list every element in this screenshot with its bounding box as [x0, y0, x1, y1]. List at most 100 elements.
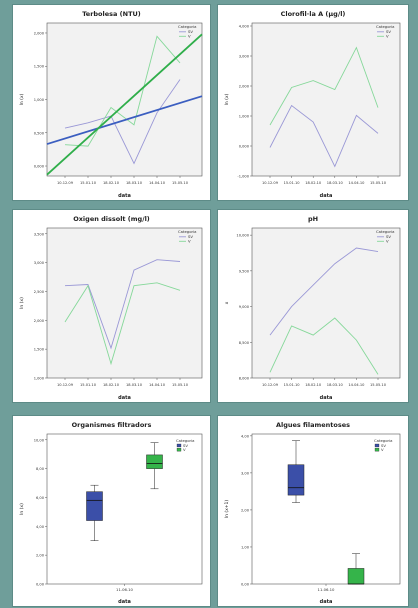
plot-area: [46, 433, 203, 585]
y-tick-label: 10,00: [34, 438, 45, 442]
y-tick-label: 6,00: [36, 496, 45, 500]
legend-entry-sv: SV: [183, 443, 188, 448]
x-tick-label: 15.01.10: [284, 383, 301, 387]
y-axis-label: ln (x): [224, 93, 230, 105]
x-axis-label: data: [118, 599, 131, 605]
y-tick-label: 1,00: [241, 545, 250, 549]
series-line-sv: [64, 259, 181, 350]
y-tick-label: 3,00: [241, 471, 250, 475]
x-tick-label: 15.01.10: [284, 181, 301, 185]
x-axis-label: data: [118, 193, 131, 199]
chart-title: Terbolesa (NTU): [82, 10, 141, 18]
x-axis-label: data: [320, 395, 333, 401]
legend-entry-v: V: [188, 239, 191, 244]
y-axis-label: ln (x): [19, 297, 25, 309]
series-line-v: [64, 35, 181, 147]
x-tick-label: 14.04.10: [149, 383, 166, 387]
chart-title: pH: [308, 215, 318, 223]
series-line-v: [269, 46, 379, 126]
x-tick-label: 18.02.10: [103, 181, 120, 185]
y-tick-label: -1,000: [237, 175, 249, 179]
x-tick-label: 15.05.10: [370, 383, 387, 387]
x-tick-label: 10.12.09: [57, 383, 74, 387]
plot-area: [251, 433, 401, 585]
x-tick-label: 18.02.10: [103, 383, 120, 387]
legend-swatch-v: [374, 448, 380, 452]
y-axis-label: ln (x): [19, 503, 25, 515]
chart-title: Algues filamentoses: [276, 421, 350, 429]
legend-title: Categoria: [376, 229, 394, 234]
y-tick-label: 1,500: [34, 65, 45, 69]
legend-title: Categoria: [178, 229, 196, 234]
y-tick-label: 3,500: [34, 232, 45, 236]
x-tick-label: 14.04.10: [348, 181, 365, 185]
legend-title: Categoria: [176, 438, 194, 443]
x-tick-label: 18.02.10: [305, 383, 322, 387]
chart-panel-oxigen: Oxigen dissolt (mg/l) 1,000 1,500 2,000 2,50…: [13, 210, 210, 402]
chart-svg: Terbolesa (NTU) 0,000 0,500 1,000 1,500 2,000…: [19, 10, 203, 199]
x-tick-label: 10.12.09: [262, 383, 279, 387]
legend-entry-v: V: [381, 447, 384, 452]
y-tick-label: 0,000: [34, 165, 45, 169]
y-tick-label: 8,000: [239, 377, 250, 381]
x-axis-label: data: [320, 599, 333, 605]
chart-svg: Algues filamentoses 0,00 1,00 2,00 3,00 4,00 l…: [224, 421, 401, 605]
x-tick-label: 18.03.10: [327, 383, 344, 387]
x-tick-label: 15.05.10: [172, 181, 189, 185]
legend-swatch-sv: [176, 443, 182, 448]
box-sv: [86, 491, 103, 521]
y-axis-label: x: [225, 301, 230, 304]
series-line-sv: [64, 79, 181, 165]
x-tick-label: 15.05.10: [172, 383, 189, 387]
chart-panel-clorofilla: Clorofil·la A (µg/l) -1,000 0,000 1,000 2,00…: [218, 5, 408, 200]
chart-panel-ph: pH 8,000 8,500 9,000 9,500 10,000 x data 10.12.0…: [218, 210, 408, 402]
y-tick-label: 2,000: [34, 31, 45, 35]
chart-title: Oxigen dissolt (mg/l): [73, 215, 150, 223]
chart-panel-organismes: Organismes filtradors 0,00 2,00 4,00 6,00 8,0…: [13, 416, 210, 606]
box-v: [146, 454, 163, 469]
y-tick-label: 9,000: [239, 305, 250, 309]
y-tick-label: 1,500: [34, 348, 45, 352]
legend-entry-sv: SV: [386, 29, 391, 34]
x-tick-label: 10.12.09: [57, 181, 74, 185]
x-tick-label: 18.03.10: [126, 181, 143, 185]
y-tick-label: 0,00: [241, 583, 250, 587]
plot-area: [251, 22, 401, 177]
chart-panel-algues: Algues filamentoses 0,00 1,00 2,00 3,00 4,00 l…: [218, 416, 408, 606]
y-tick-label: 2,00: [241, 508, 250, 512]
y-tick-label: 3,000: [34, 261, 45, 265]
x-tick-label: 10.12.09: [262, 181, 279, 185]
y-tick-label: 4,00: [241, 434, 250, 438]
x-tick-label: 14.04.10: [149, 181, 166, 185]
y-tick-label: 4,000: [239, 25, 250, 29]
chart-title: Clorofil·la A (µg/l): [281, 10, 346, 18]
x-tick-label: 18.03.10: [327, 181, 344, 185]
y-tick-label: 0,000: [239, 145, 250, 149]
x-tick-label: 18.03.10: [126, 383, 143, 387]
series-line-v: [64, 282, 181, 366]
legend-title: Categoria: [374, 438, 392, 443]
y-tick-label: 2,500: [34, 290, 45, 294]
legend-title: Categoria: [376, 24, 394, 29]
y-tick-label: 0,500: [34, 131, 45, 135]
chart-panel-terbolesa: Terbolesa (NTU) 0,000 0,500 1,000 1,500 2,000…: [13, 5, 210, 200]
y-tick-label: 0,00: [36, 583, 45, 587]
y-axis-label: ln (x): [19, 93, 25, 105]
y-tick-label: 10,000: [236, 234, 249, 238]
y-tick-label: 8,00: [36, 467, 45, 471]
y-axis-label: ln (x+1): [224, 500, 230, 519]
y-tick-label: 9,500: [239, 269, 250, 273]
plot-area: [251, 227, 401, 379]
legend-swatch-sv: [374, 443, 380, 448]
legend-entry-sv: SV: [381, 443, 386, 448]
series-line-sv: [269, 247, 379, 336]
x-tick-label: 11.06.10: [318, 587, 335, 592]
y-tick-label: 4,00: [36, 525, 45, 529]
legend-entry-v: V: [188, 34, 191, 39]
chart-svg: Organismes filtradors 0,00 2,00 4,00 6,00 8,0…: [19, 421, 203, 605]
legend-entry-v: V: [386, 239, 389, 244]
x-tick-label: 15.01.10: [80, 383, 97, 387]
y-tick-label: 1,000: [34, 98, 45, 102]
x-axis-label: data: [320, 193, 333, 199]
chart-svg: Clorofil·la A (µg/l) -1,000 0,000 1,000 2,00…: [224, 10, 401, 199]
